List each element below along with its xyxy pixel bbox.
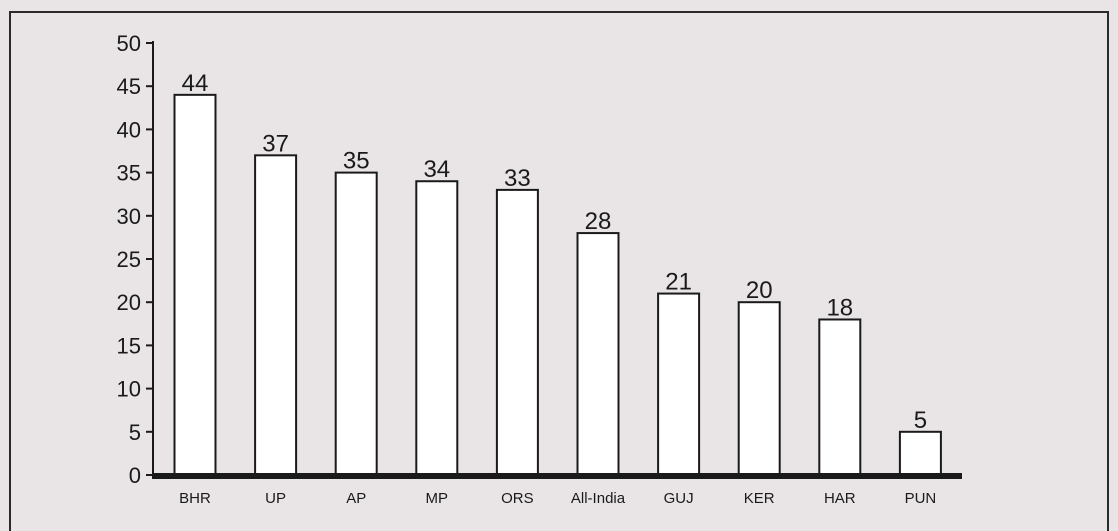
category-label: MP	[426, 490, 449, 507]
data-label: 21	[665, 269, 692, 296]
bar-ap	[334, 171, 378, 476]
bar-pun	[898, 430, 942, 476]
data-label: 18	[826, 294, 853, 321]
category-label: KER	[744, 490, 775, 507]
bar-ors	[495, 188, 539, 476]
y-axis-ticks: 0 5 10 15 20 25 30 35 40 45 50	[117, 31, 153, 488]
chart-frame	[9, 11, 1109, 531]
data-label: 28	[585, 208, 612, 235]
data-label: 35	[343, 148, 370, 175]
x-axis-labels: BHR UP AP MP ORS All-India GUJ KER HAR PUN	[179, 490, 936, 507]
bar-har	[818, 318, 862, 477]
y-tick-label: 15	[117, 333, 141, 358]
y-tick-label: 45	[117, 74, 141, 99]
y-tick-label: 25	[117, 247, 141, 272]
category-label: GUJ	[664, 490, 694, 507]
category-label: ORS	[501, 490, 534, 507]
category-label: HAR	[824, 490, 856, 507]
category-label: BHR	[179, 490, 211, 507]
data-label: 44	[182, 70, 209, 97]
bar-up	[254, 154, 298, 476]
y-tick-label: 30	[117, 204, 141, 229]
category-label: AP	[346, 490, 366, 507]
bar-bhr	[173, 93, 217, 476]
bar-ker	[737, 301, 781, 477]
y-tick-label: 50	[117, 31, 141, 56]
bars	[173, 93, 942, 477]
data-labels: 44 37 35 34 33 28 21 20 18 5	[182, 70, 927, 434]
y-tick-label: 35	[117, 161, 141, 186]
data-label: 5	[914, 407, 927, 434]
bar-all-india	[576, 232, 620, 476]
category-label: UP	[265, 490, 286, 507]
category-label: All-India	[571, 490, 626, 507]
y-tick-label: 40	[117, 117, 141, 142]
bar-mp	[415, 180, 459, 477]
category-label: PUN	[905, 490, 937, 507]
data-label: 34	[423, 156, 450, 183]
data-label: 37	[262, 130, 289, 157]
y-tick-label: 20	[117, 290, 141, 315]
data-label: 20	[746, 277, 773, 304]
data-label: 33	[504, 165, 531, 192]
bar-guj	[657, 292, 701, 476]
y-tick-label: 5	[129, 420, 141, 445]
y-tick-label: 0	[129, 463, 141, 488]
y-tick-label: 10	[117, 377, 141, 402]
